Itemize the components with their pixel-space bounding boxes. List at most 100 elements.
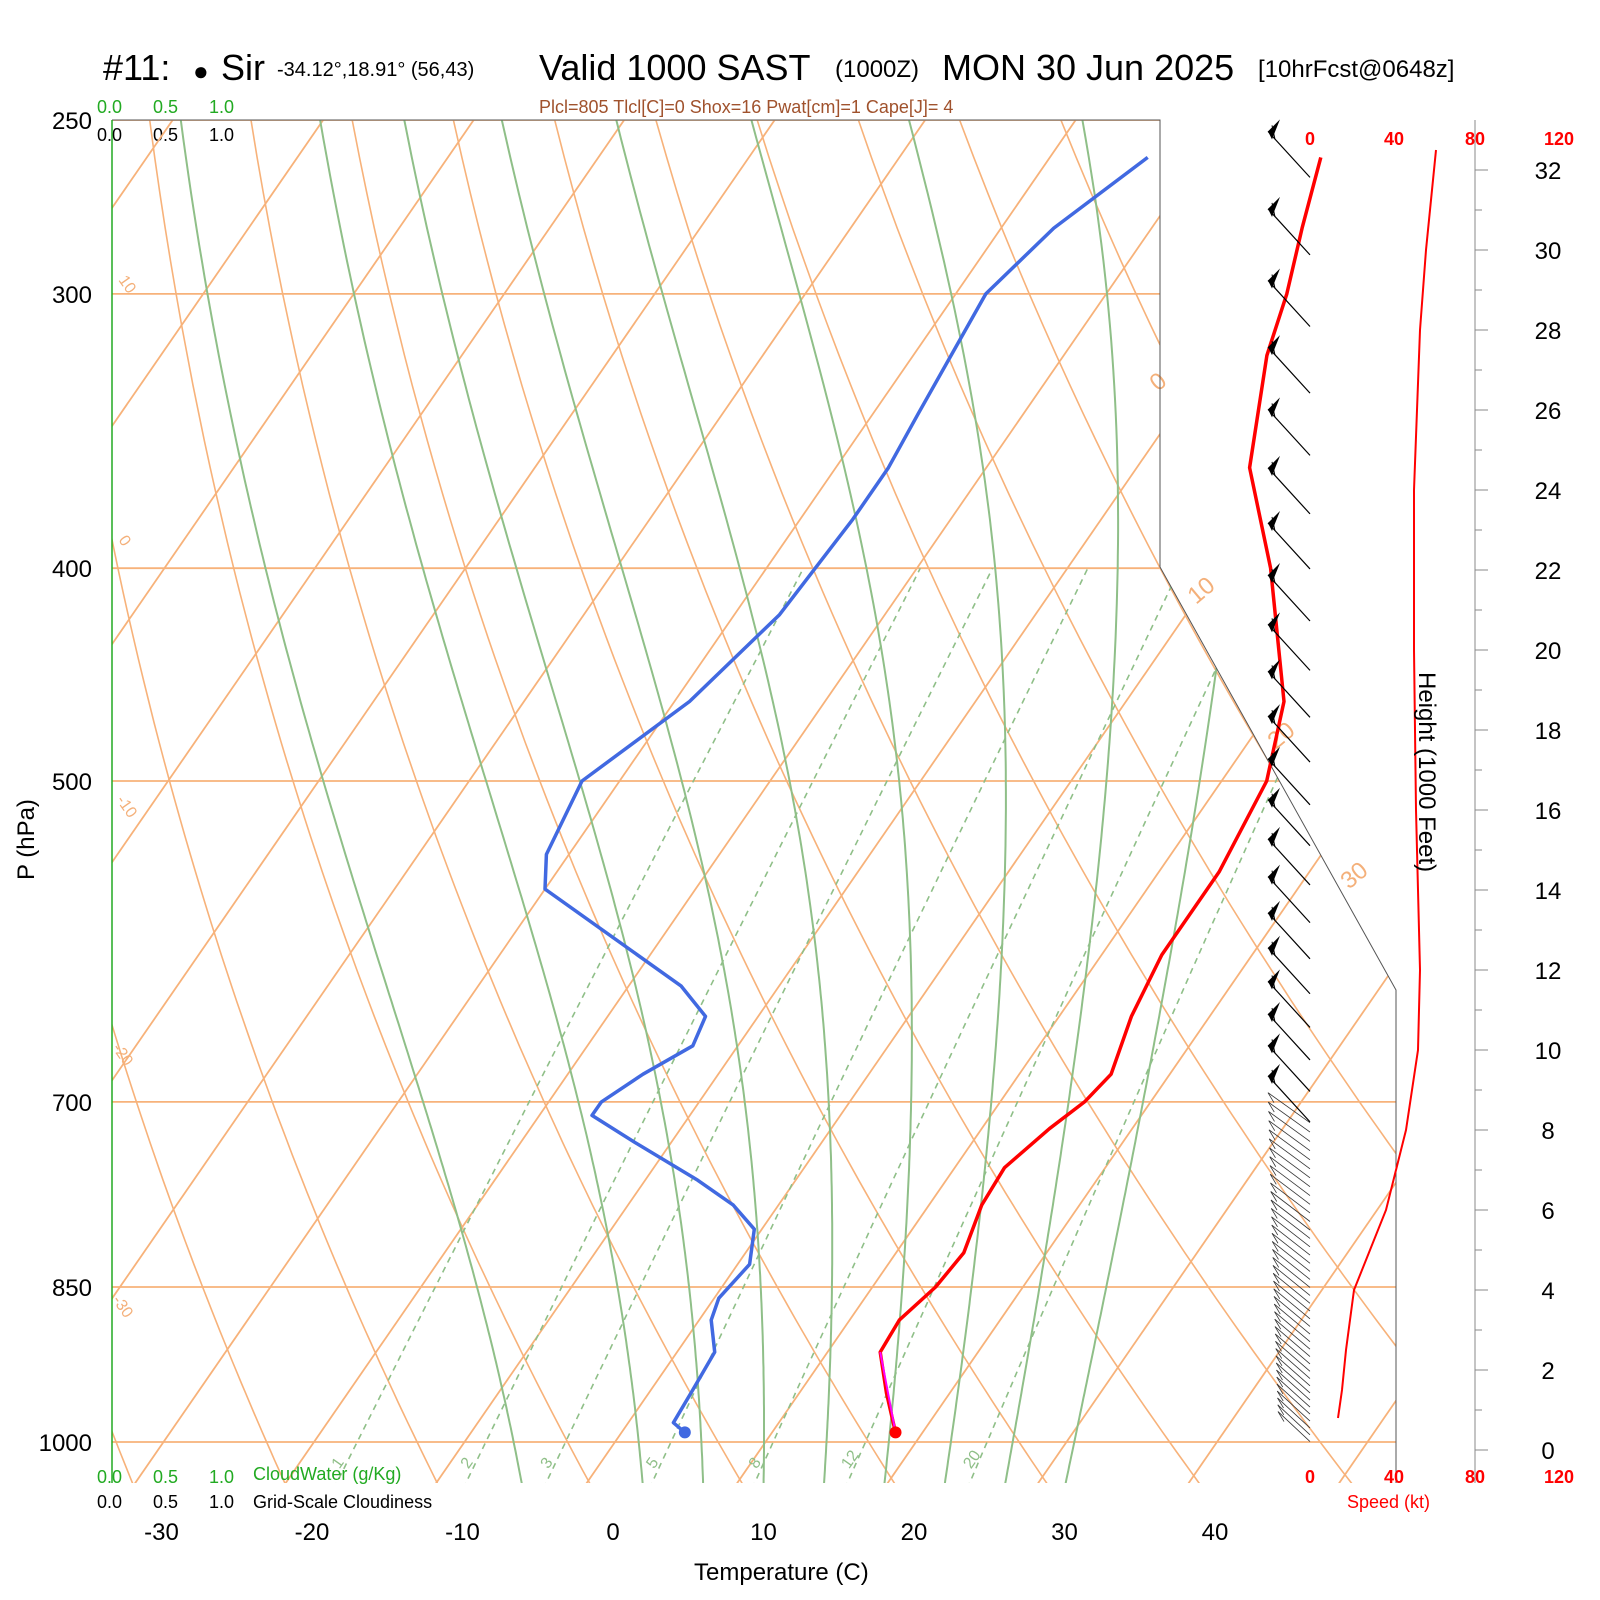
cloudwater-label: CloudWater (g/Kg) [253,1464,401,1484]
wind-barb-staff [1273,1296,1311,1327]
height-tick: 28 [1535,318,1562,345]
wind-barb-feather [1271,125,1276,140]
site-coordinates: -34.12°,18.91° (56,43) [277,59,474,81]
wind-barb-feather [1271,1069,1276,1084]
dry-adiabat [944,120,1396,1483]
mixing-ratio-label: 12 [838,1447,862,1471]
wind-barb-staff [1273,1288,1311,1320]
pressure-tick: 700 [52,1090,92,1117]
wind-barb-feather [1271,906,1276,921]
dry-adiabat [1144,120,1396,1483]
isotherm-line [130,120,1104,1483]
dry-adiabat [112,120,441,1483]
wind-barb-staff [1270,1173,1311,1205]
wind-barb-feather [1268,1129,1276,1141]
wind-barb-feather [1271,618,1276,633]
wind-barb-staff [1274,1326,1311,1357]
wind-barb-feather [1270,1208,1278,1219]
wind-barb-feather [1277,1411,1285,1422]
height-tick: 14 [1535,878,1562,905]
wind-barb-feather [1271,870,1276,885]
wind-barb-feather [1277,1397,1284,1409]
wind-barb-staff [1276,1376,1311,1408]
isotherm-label: 0 [115,533,134,550]
temperature-ticks: -30 -20 -10 0 10 20 30 40 [144,1519,1228,1546]
cloud-black-bottom-1: 0.5 [153,1492,178,1512]
isotherm-line [431,120,1396,1483]
wind-barb-flag [1268,704,1280,725]
height-tick: 6 [1541,1198,1554,1225]
isotherm-line [281,120,1254,1483]
wind-barb-feather [1272,1265,1280,1276]
wind-barb-flag [1268,335,1280,356]
wind-barb-staff [1273,1280,1311,1312]
dry-adiabat [344,120,899,1483]
wind-barb-staff [1275,1348,1311,1379]
surface-temperature-dot [889,1426,902,1439]
wind-barb-flag [1268,900,1280,921]
dry-adiabat [112,120,289,1483]
wind-barb-staff [1277,1397,1311,1429]
wind-barb-feather [1271,793,1276,808]
wind-barb-staff [1277,1411,1311,1442]
wind-barb-flag [1268,1001,1280,1022]
isotherm-label: -20 [109,1041,136,1070]
wind-barb-feather [1271,1224,1279,1236]
speed-axis-label: Speed (kt) [1347,1492,1430,1512]
wind-barb-flag [1268,969,1280,990]
wind-barb-feather [1273,1280,1280,1292]
wind-barb-staff [1268,1129,1311,1161]
height-tick: 24 [1535,478,1562,505]
wind-barb-feather [1267,1101,1275,1113]
isotherm-line [732,120,1396,1483]
isotherm-line [1334,120,1396,1483]
wind-barb-feather [1275,1341,1282,1352]
cloud-black-bottom-2: 1.0 [209,1492,234,1512]
wind-barb-staff [1276,1390,1311,1422]
temperature-tick: -30 [144,1519,179,1546]
speed-axis: 0 40 80 120 0 40 80 120 Speed (kt) [1305,129,1574,1512]
wind-barb-staff [1272,1265,1311,1296]
height-tick: 8 [1541,1118,1554,1145]
wind-barb-feather [1268,1138,1276,1150]
wind-barb-flag [1268,935,1280,956]
mixing-ratio-line [542,567,994,1483]
wind-barb-feather [1275,1355,1283,1366]
wind-barb-flag [1268,455,1280,476]
plot-frame [112,119,1397,1483]
site-name: Sir [221,47,265,88]
wind-barb-staff [1270,1182,1311,1214]
wind-barb-feather [1270,1182,1277,1194]
wind-barb-flag [1268,1033,1280,1054]
isotherm-line [112,120,953,1483]
site-marker: ● [193,56,209,86]
height-axis-label: Height (1000 Feet) [1413,672,1440,872]
temperature-tick: -20 [295,1519,330,1546]
pressure-tick: 300 [52,282,92,309]
isotherm-line [883,120,1396,1483]
wind-barb-flag [1268,119,1280,140]
dry-adiabat [1044,120,1396,1483]
moist-adiabat [615,120,834,1483]
wind-barb-flag [1268,563,1280,584]
height-tick: 32 [1535,158,1562,185]
wind-barb-feather [1275,1348,1283,1359]
mixing-ratio-label: 20 [960,1447,984,1471]
cloud-green-bottom-1: 0.5 [153,1467,178,1487]
wind-barb-flag [1268,826,1280,847]
pressure-tick: 1000 [39,1430,92,1457]
wind-barb-flag [1268,397,1280,418]
wind-barb-feather [1271,568,1276,584]
isotherm-line [0,81,49,1488]
wind-barb-feather [1272,1257,1280,1268]
wind-speed-profile [1337,149,1437,1419]
station-number: #11: [103,47,170,88]
dry-adiabat [844,120,1396,1483]
wind-barb-flag [1268,787,1280,808]
wind-barb-feather [1276,1390,1284,1402]
wind-barb-feather [1268,1120,1276,1131]
mixing-ratio-line [333,567,805,1483]
pressure-tick: 400 [52,556,92,583]
wind-barb-staff [1271,1224,1311,1256]
wind-barb-feather [1276,1383,1284,1395]
